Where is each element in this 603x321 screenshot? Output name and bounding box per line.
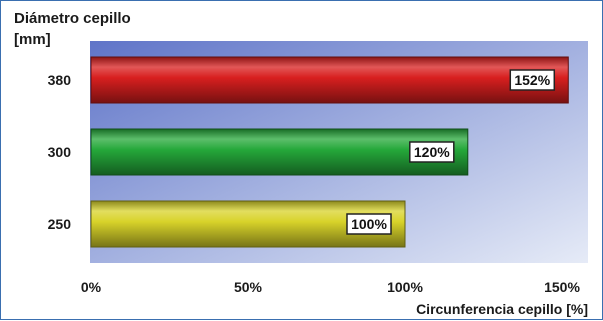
- bar-380: [91, 57, 568, 103]
- y-axis-title-line2: [mm]: [14, 31, 51, 48]
- x-tick-label-100: 100%: [387, 279, 423, 295]
- x-ticks-layer: 0% 50% 100% 150%: [81, 279, 581, 295]
- x-axis-title: Circunferencia cepillo [%]: [416, 301, 588, 317]
- x-tick-label-0: 0%: [81, 279, 102, 295]
- data-label-250: 100%: [351, 216, 387, 232]
- x-tick-label-150: 150%: [544, 279, 580, 295]
- y-tick-label-380: 380: [48, 72, 72, 88]
- y-tick-label-250: 250: [48, 216, 72, 232]
- y-axis-title-line1: Diámetro cepillo: [14, 10, 131, 27]
- data-label-380: 152%: [514, 72, 550, 88]
- x-tick-label-50: 50%: [234, 279, 263, 295]
- data-label-300: 120%: [414, 144, 450, 160]
- y-tick-label-300: 300: [48, 144, 72, 160]
